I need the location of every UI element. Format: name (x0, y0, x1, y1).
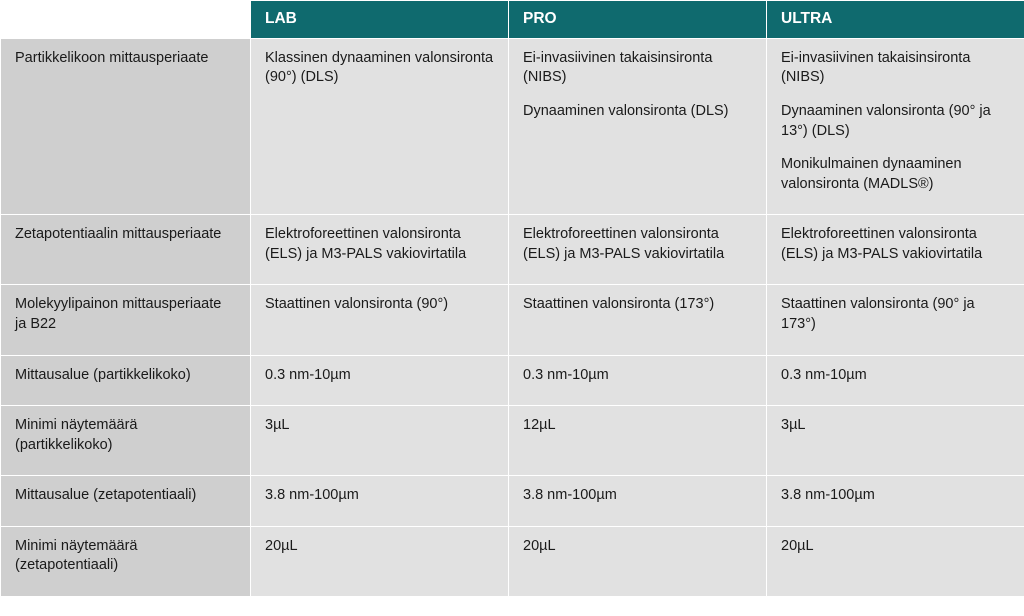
cell-ultra: Staattinen valonsironta (90° ja 173°) (767, 285, 1024, 355)
cell-lab: 20µL (251, 526, 509, 596)
cell-text: 20µL (265, 537, 494, 557)
cell-pro: 3.8 nm-100µm (509, 476, 767, 527)
col-head-ultra: ULTRA (767, 1, 1024, 39)
cell-lab: 3µL (251, 406, 509, 476)
cell-pro: 0.3 nm-10µm (509, 355, 767, 406)
cell-pro: Ei-invasiivinen takaisinsironta (NIBS) Dy… (509, 38, 767, 214)
row-head: Minimi näytemäärä (zetapotentiaali) (1, 526, 251, 596)
cell-pro: Elektroforeettinen valonsironta (ELS) ja… (509, 215, 767, 285)
cell-text: Staattinen valonsironta (90°) (265, 295, 494, 315)
cell-ultra: Elektroforeettinen valonsironta (ELS) ja… (767, 215, 1024, 285)
specs-table: LAB PRO ULTRA Partikkelikoon mittausperi… (0, 0, 1024, 597)
cell-text: Elektroforeettinen valonsironta (ELS) ja… (523, 225, 752, 264)
cell-ultra: 0.3 nm-10µm (767, 355, 1024, 406)
cell-pro: 20µL (509, 526, 767, 596)
cell-text: 20µL (781, 537, 1010, 557)
table-row: Minimi näytemäärä (partikkelikoko) 3µL 12µ… (1, 406, 1024, 476)
corner-cell (1, 1, 251, 39)
cell-lab: Staattinen valonsironta (90°) (251, 285, 509, 355)
cell-ultra: 20µL (767, 526, 1024, 596)
cell-text: Ei-invasiivinen takaisinsironta (NIBS) (781, 49, 1010, 88)
table-body: Partikkelikoon mittausperiaate Klassinen … (1, 38, 1024, 596)
cell-lab: 0.3 nm-10µm (251, 355, 509, 406)
table-row: Zetapotentiaalin mittausperiaate Elektrof… (1, 215, 1024, 285)
cell-lab: Elektroforeettinen valonsironta (ELS) ja… (251, 215, 509, 285)
cell-text: Klassinen dynaaminen valonsironta (90°) … (265, 49, 494, 88)
cell-lab: 3.8 nm-100µm (251, 476, 509, 527)
cell-text: Elektroforeettinen valonsironta (ELS) ja… (265, 225, 494, 264)
cell-text: Dynaaminen valonsironta (DLS) (523, 102, 752, 122)
cell-lab: Klassinen dynaaminen valonsironta (90°) … (251, 38, 509, 214)
cell-ultra: Ei-invasiivinen takaisinsironta (NIBS) Dy… (767, 38, 1024, 214)
cell-pro: 12µL (509, 406, 767, 476)
row-head: Molekyylipainon mittausperiaate ja B22 (1, 285, 251, 355)
cell-text: 20µL (523, 537, 752, 557)
table-header-row: LAB PRO ULTRA (1, 1, 1024, 39)
table-row: Molekyylipainon mittausperiaate ja B22 St… (1, 285, 1024, 355)
table-row: Mittausalue (partikkelikoko) 0.3 nm-10µm 0… (1, 355, 1024, 406)
cell-text: 0.3 nm-10µm (781, 366, 1010, 386)
cell-text: 3µL (265, 416, 494, 436)
col-head-pro: PRO (509, 1, 767, 39)
cell-ultra: 3.8 nm-100µm (767, 476, 1024, 527)
table-row: Partikkelikoon mittausperiaate Klassinen … (1, 38, 1024, 214)
cell-text: 0.3 nm-10µm (523, 366, 752, 386)
row-head: Mittausalue (partikkelikoko) (1, 355, 251, 406)
cell-text: Elektroforeettinen valonsironta (ELS) ja… (781, 225, 1010, 264)
cell-text: 3µL (781, 416, 1010, 436)
row-head: Minimi näytemäärä (partikkelikoko) (1, 406, 251, 476)
row-head: Zetapotentiaalin mittausperiaate (1, 215, 251, 285)
cell-text: 3.8 nm-100µm (781, 486, 1010, 506)
cell-text: Staattinen valonsironta (90° ja 173°) (781, 295, 1010, 334)
cell-text: Monikulmainen dynaaminen valonsironta (M… (781, 155, 1010, 194)
table-row: Minimi näytemäärä (zetapotentiaali) 20µL 2… (1, 526, 1024, 596)
cell-text: 0.3 nm-10µm (265, 366, 494, 386)
cell-text: Dynaaminen valonsironta (90° ja 13°) (DL… (781, 102, 1010, 141)
cell-text: 3.8 nm-100µm (265, 486, 494, 506)
cell-pro: Staattinen valonsironta (173°) (509, 285, 767, 355)
cell-text: Ei-invasiivinen takaisinsironta (NIBS) (523, 49, 752, 88)
table-row: Mittausalue (zetapotentiaali) 3.8 nm-100µ… (1, 476, 1024, 527)
cell-text: 3.8 nm-100µm (523, 486, 752, 506)
cell-text: Staattinen valonsironta (173°) (523, 295, 752, 315)
row-head: Partikkelikoon mittausperiaate (1, 38, 251, 214)
cell-text: 12µL (523, 416, 752, 436)
cell-ultra: 3µL (767, 406, 1024, 476)
row-head: Mittausalue (zetapotentiaali) (1, 476, 251, 527)
col-head-lab: LAB (251, 1, 509, 39)
